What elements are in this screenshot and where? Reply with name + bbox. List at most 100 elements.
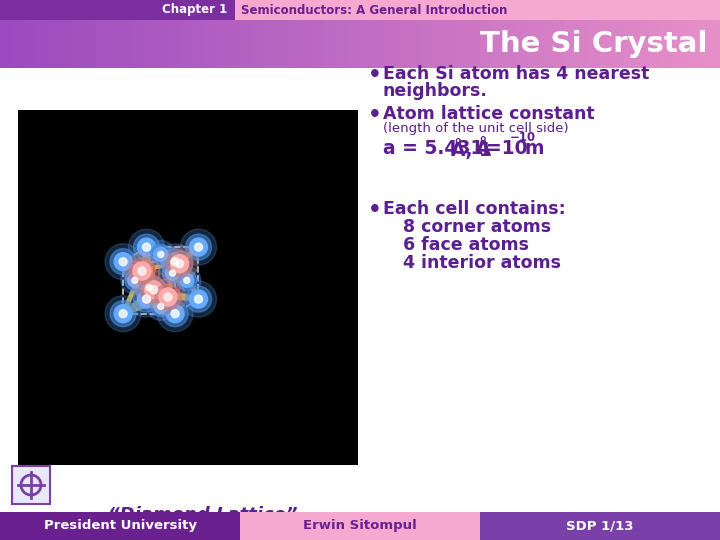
Bar xyxy=(108,20,121,68)
Text: 8 corner atoms: 8 corner atoms xyxy=(403,218,551,236)
Circle shape xyxy=(155,284,181,310)
Bar xyxy=(336,20,349,68)
Circle shape xyxy=(150,279,186,315)
Bar xyxy=(672,20,685,68)
Circle shape xyxy=(150,245,171,265)
Bar xyxy=(0,0,720,20)
Circle shape xyxy=(176,260,184,268)
Circle shape xyxy=(142,281,156,295)
Bar xyxy=(636,20,649,68)
Circle shape xyxy=(164,293,172,301)
Bar xyxy=(516,20,529,68)
Bar xyxy=(624,20,637,68)
Circle shape xyxy=(119,258,127,266)
Bar xyxy=(468,20,481,68)
Circle shape xyxy=(127,273,142,287)
Bar xyxy=(504,20,517,68)
Bar xyxy=(648,20,661,68)
Text: neighbors.: neighbors. xyxy=(383,82,488,100)
Bar xyxy=(576,20,589,68)
Circle shape xyxy=(139,278,159,298)
Text: President University: President University xyxy=(43,519,197,532)
Circle shape xyxy=(133,262,151,280)
Circle shape xyxy=(110,301,136,327)
Bar xyxy=(408,20,421,68)
Circle shape xyxy=(189,238,207,256)
Circle shape xyxy=(133,234,160,260)
Bar xyxy=(0,68,720,512)
Bar xyxy=(288,20,301,68)
Circle shape xyxy=(145,281,163,299)
Bar xyxy=(156,20,169,68)
Text: “Diamond Lattice”: “Diamond Lattice” xyxy=(108,506,297,524)
Circle shape xyxy=(194,243,202,251)
Circle shape xyxy=(138,267,146,275)
Circle shape xyxy=(162,249,188,275)
Text: SDP 1/13: SDP 1/13 xyxy=(566,519,634,532)
Circle shape xyxy=(158,252,163,258)
Bar xyxy=(264,20,277,68)
Bar xyxy=(588,20,601,68)
Circle shape xyxy=(181,281,217,317)
Bar xyxy=(48,20,61,68)
Bar xyxy=(12,466,50,504)
Circle shape xyxy=(154,247,168,261)
Circle shape xyxy=(125,271,145,291)
Circle shape xyxy=(158,303,163,309)
Bar xyxy=(360,20,373,68)
Bar xyxy=(240,512,480,540)
Bar xyxy=(120,20,133,68)
Bar xyxy=(564,20,577,68)
Bar xyxy=(348,20,361,68)
Circle shape xyxy=(110,249,136,275)
Circle shape xyxy=(133,286,160,312)
Circle shape xyxy=(162,301,188,327)
Circle shape xyxy=(105,244,141,280)
Text: (length of the unit cell side): (length of the unit cell side) xyxy=(383,122,569,135)
Circle shape xyxy=(169,270,176,276)
Circle shape xyxy=(119,309,127,318)
Bar xyxy=(204,20,217,68)
Bar xyxy=(72,20,85,68)
Text: •: • xyxy=(368,105,382,125)
Text: m: m xyxy=(524,139,544,158)
Text: Å, 1: Å, 1 xyxy=(451,139,492,160)
Circle shape xyxy=(135,274,163,302)
Bar xyxy=(132,20,145,68)
Circle shape xyxy=(177,271,197,291)
Text: a = 5.431: a = 5.431 xyxy=(383,139,483,158)
Text: −10: −10 xyxy=(510,131,536,144)
Bar xyxy=(12,20,25,68)
Bar xyxy=(0,20,13,68)
Circle shape xyxy=(114,253,132,271)
Circle shape xyxy=(166,251,193,277)
Bar xyxy=(444,20,457,68)
Circle shape xyxy=(128,229,164,265)
Text: •: • xyxy=(368,65,382,85)
Bar xyxy=(372,20,385,68)
Text: The Si Crystal: The Si Crystal xyxy=(480,30,708,58)
Circle shape xyxy=(138,238,156,256)
Text: Atom lattice constant: Atom lattice constant xyxy=(383,105,595,123)
Bar xyxy=(24,20,37,68)
Circle shape xyxy=(150,286,158,294)
Bar xyxy=(180,20,193,68)
Bar xyxy=(528,20,541,68)
Circle shape xyxy=(159,288,177,306)
Bar xyxy=(0,512,240,540)
Bar xyxy=(384,20,397,68)
Circle shape xyxy=(114,305,132,323)
Circle shape xyxy=(154,299,168,313)
Text: •: • xyxy=(368,200,382,220)
Circle shape xyxy=(150,296,171,316)
Bar xyxy=(168,20,181,68)
Bar xyxy=(660,20,673,68)
Text: 6 face atoms: 6 face atoms xyxy=(403,236,529,254)
Circle shape xyxy=(143,295,150,303)
Text: Chapter 1: Chapter 1 xyxy=(162,3,227,17)
Circle shape xyxy=(157,296,193,332)
Bar xyxy=(18,110,358,465)
Text: a: a xyxy=(207,490,220,509)
Circle shape xyxy=(158,259,186,287)
Circle shape xyxy=(129,258,155,284)
